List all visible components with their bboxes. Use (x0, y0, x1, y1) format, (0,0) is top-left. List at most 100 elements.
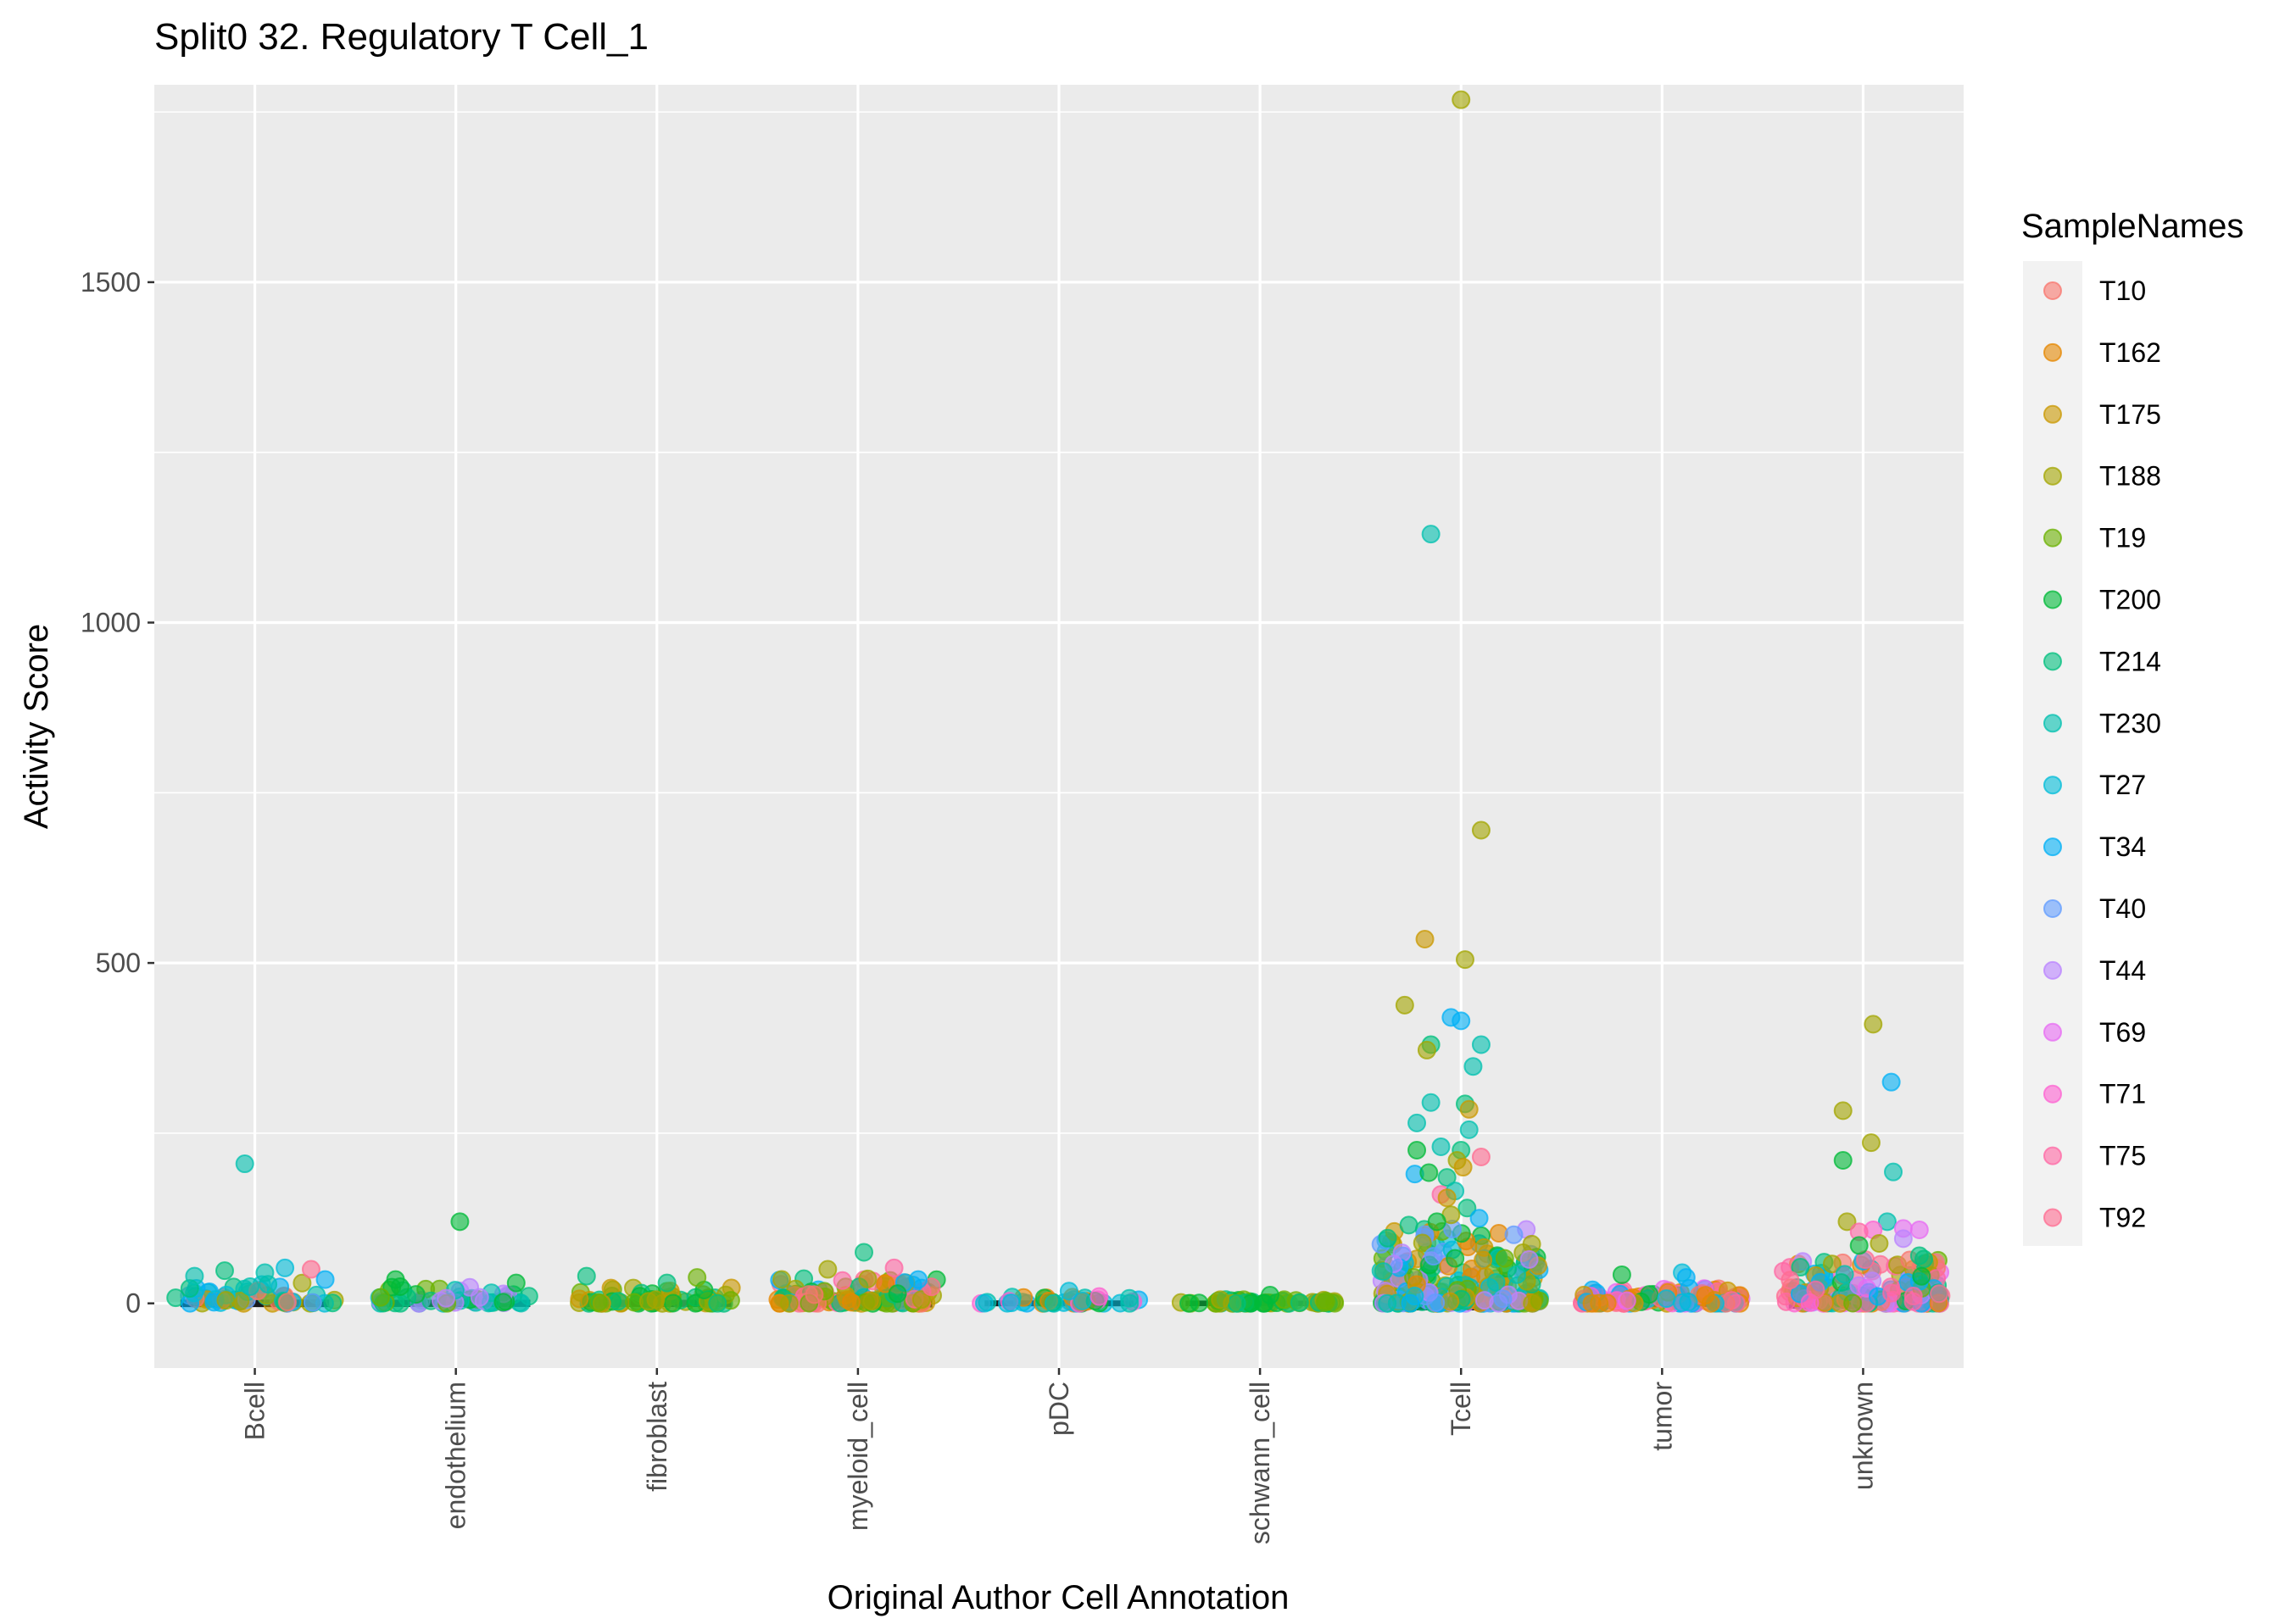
legend-label-T27: T27 (2099, 770, 2146, 800)
legend-label-T214: T214 (2099, 646, 2161, 676)
data-point (1378, 1228, 1397, 1248)
data-point (1001, 1293, 1021, 1313)
legend-key-T27 (2043, 776, 2062, 795)
point-layer (166, 90, 1951, 1313)
legend-label-T162: T162 (2099, 337, 2161, 368)
data-point (1290, 1293, 1309, 1312)
data-point-outlier (1471, 820, 1491, 840)
data-point (570, 1289, 589, 1309)
data-point-outlier (1457, 1199, 1477, 1218)
data-point (858, 1269, 878, 1288)
data-point (437, 1288, 456, 1308)
data-point (772, 1270, 792, 1289)
plot-panel (154, 85, 1964, 1368)
data-point (1073, 1291, 1092, 1310)
data-point-outlier (450, 1212, 470, 1232)
y-axis: 0 500 1000 1500 (81, 267, 154, 1319)
data-point-outlier (1452, 1011, 1471, 1031)
data-point-outlier (1884, 1162, 1903, 1182)
data-point-outlier (185, 1266, 204, 1286)
data-point (371, 1288, 390, 1307)
data-point (779, 1293, 799, 1313)
data-point-outlier (301, 1260, 320, 1279)
data-point (1426, 1293, 1446, 1313)
data-point (1597, 1293, 1617, 1313)
data-point (1495, 1249, 1514, 1268)
data-point-outlier (1909, 1220, 1929, 1239)
legend-entries: T10 T162 T175 T188 T19 T200 T214 T230 T27 T34 T40 T… (2043, 275, 2161, 1233)
data-point (862, 1292, 882, 1311)
data-point-outlier (1421, 1093, 1441, 1112)
data-point (1374, 1262, 1393, 1282)
data-point (323, 1293, 343, 1313)
data-point (805, 1285, 824, 1304)
data-point (1227, 1293, 1246, 1313)
data-point (911, 1290, 931, 1310)
data-point-outlier (1893, 1229, 1913, 1249)
data-point (1843, 1293, 1863, 1313)
data-point (1446, 1249, 1465, 1268)
data-point (1486, 1273, 1506, 1293)
legend-title: SampleNames (2021, 208, 2243, 245)
legend-key-T40 (2043, 899, 2062, 918)
data-point (1413, 1233, 1432, 1253)
data-point-outlier (1877, 1212, 1897, 1232)
legend-key-T34 (2043, 837, 2062, 857)
data-point-outlier (1463, 1057, 1483, 1076)
legend-key-T188 (2043, 466, 2062, 486)
data-point-outlier (1399, 1215, 1418, 1235)
data-point-outlier (1459, 1099, 1479, 1119)
legend-label-T34: T34 (2099, 831, 2146, 862)
data-point-outlier (688, 1268, 707, 1288)
data-point (1315, 1293, 1335, 1312)
data-point (1424, 1247, 1443, 1266)
data-point-outlier (1612, 1265, 1631, 1284)
data-point (588, 1293, 608, 1312)
data-point (1657, 1289, 1676, 1309)
data-point-outlier (577, 1266, 596, 1286)
data-point (1912, 1266, 1931, 1286)
data-point (1822, 1254, 1842, 1274)
legend-key-T230 (2043, 714, 2062, 733)
data-point-outlier (386, 1270, 405, 1289)
data-point (1120, 1293, 1140, 1313)
data-point-outlier (1419, 1163, 1439, 1182)
data-point-outlier (1471, 1035, 1491, 1054)
data-point (1776, 1292, 1796, 1311)
data-point-outlier (1407, 1113, 1427, 1132)
x-tick-label: myeloid_cell (843, 1382, 873, 1531)
data-point-outlier (1415, 929, 1435, 948)
legend-label-T230: T230 (2099, 708, 2161, 738)
data-point (1401, 1293, 1420, 1313)
data-point (1190, 1293, 1209, 1313)
x-tick-label: schwann_cell (1245, 1382, 1275, 1544)
data-point-outlier (1452, 90, 1471, 109)
legend-label-T71: T71 (2099, 1079, 2146, 1110)
data-point (975, 1293, 995, 1313)
data-point (1781, 1271, 1800, 1290)
data-point (1493, 1289, 1513, 1309)
legend-key-T10 (2043, 281, 2062, 300)
data-point (663, 1293, 683, 1313)
data-point-outlier (1471, 1148, 1491, 1167)
data-point (303, 1293, 322, 1312)
data-point (216, 1291, 236, 1310)
x-tick-label: pDC (1044, 1382, 1074, 1436)
x-axis-title: Original Author Cell Annotation (828, 1579, 1290, 1616)
data-point (1835, 1265, 1854, 1284)
data-point (511, 1293, 531, 1313)
data-point (1523, 1293, 1542, 1313)
legend-key-T162 (2043, 342, 2062, 362)
legend-key-T214 (2043, 652, 2062, 671)
legend-key-T175 (2043, 404, 2062, 424)
data-point-outlier (1864, 1015, 1883, 1034)
data-point (1211, 1290, 1230, 1310)
data-point-outlier (315, 1270, 335, 1289)
legend-label-T40: T40 (2099, 893, 2146, 924)
legend-key-background (2023, 261, 2082, 1246)
data-point (1504, 1225, 1524, 1244)
data-point-outlier (1089, 1287, 1109, 1306)
data-point-outlier (1459, 1120, 1479, 1139)
legend-label-T175: T175 (2099, 399, 2161, 430)
